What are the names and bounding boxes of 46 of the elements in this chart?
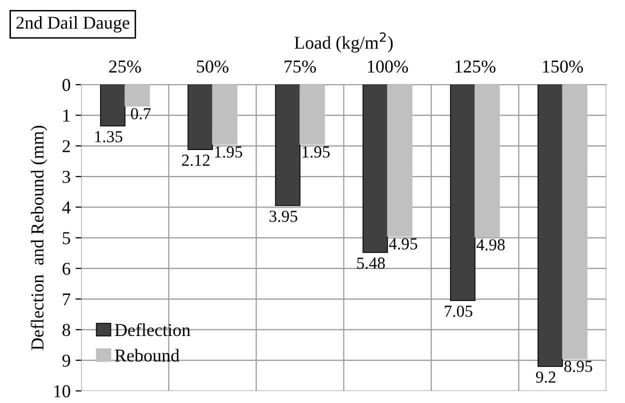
bar (188, 84, 213, 150)
data-label: 4.98 (476, 239, 505, 250)
x-tick-label: 150% (543, 60, 583, 73)
x-tick-label: 50% (197, 60, 228, 73)
bar (387, 84, 412, 237)
data-label: 8.95 (564, 360, 592, 372)
data-label: 3.95 (270, 210, 298, 222)
legend-label: Rebound (114, 348, 180, 362)
y-tick-label: 4 (62, 202, 71, 214)
bar (300, 84, 325, 145)
data-label: 7.05 (444, 306, 472, 317)
bar (362, 84, 388, 253)
bar (100, 84, 126, 126)
legend-label: Deflection (114, 323, 190, 336)
bar (124, 84, 150, 106)
y-tick-label: 0 (62, 78, 70, 92)
data-label: 1.35 (95, 131, 122, 142)
bar (212, 84, 238, 145)
chart-title: 2nd Dail Dauge (16, 16, 130, 33)
x-tick-label: 25% (109, 60, 141, 73)
x-axis-title: Load (kg/m$^{2}$) (294, 32, 393, 53)
data-label: 0.7 (130, 108, 151, 120)
bar (275, 84, 300, 206)
x-tick-label: 100% (368, 60, 408, 73)
y-tick-label: 7 (62, 293, 70, 306)
y-tick-label: 1 (63, 110, 70, 122)
y-tick-label: 5 (62, 232, 70, 244)
data-label: 5.48 (357, 258, 385, 269)
bar (538, 84, 563, 367)
y-tick-label: 9 (62, 354, 70, 367)
y-tick-label: 6 (62, 262, 70, 275)
y-tick-label: 3 (62, 170, 70, 183)
x-tick-label: 75% (284, 60, 316, 73)
bar (450, 84, 476, 301)
data-label: 1.95 (215, 146, 242, 158)
bar (562, 84, 588, 360)
bar (474, 84, 500, 238)
data-label: 9.2 (536, 372, 556, 383)
data-label: 1.95 (302, 146, 330, 158)
y-tick-label: 8 (62, 324, 70, 336)
data-label: 4.95 (388, 238, 418, 250)
y-tick-label: 2 (62, 140, 70, 152)
x-tick-label: 125% (456, 60, 496, 73)
y-tick-label: 10 (54, 385, 70, 398)
data-label: 2.12 (182, 154, 210, 166)
y-axis-title: Deflection and Rebound (mm) (30, 126, 48, 350)
